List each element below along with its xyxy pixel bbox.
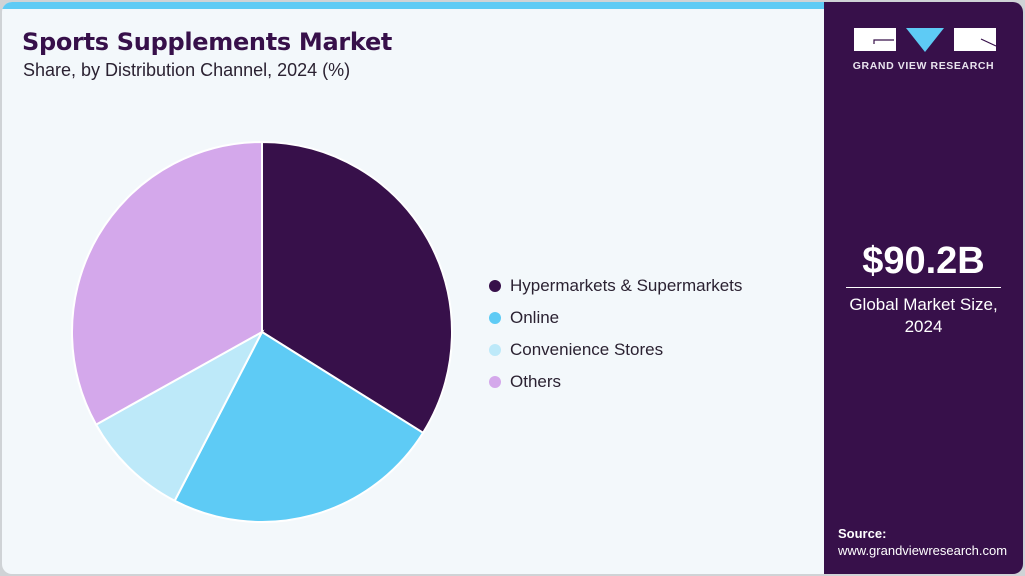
legend-dot-icon (489, 312, 501, 324)
market-size-label-line2: 2024 (904, 317, 943, 336)
legend-label: Convenience Stores (510, 340, 664, 359)
gvr-logo-icon (854, 28, 996, 52)
market-size-label: Global Market Size, 2024 (824, 294, 1023, 338)
legend-label: Hypermarkets & Supermarkets (510, 276, 743, 295)
chart-title: Sports Supplements Market (22, 28, 393, 56)
legend: Hypermarkets & Supermarkets Online Conve… (489, 270, 742, 398)
market-size-label-line1: Global Market Size, (849, 295, 998, 314)
divider (846, 287, 1001, 288)
pie-slice-others (71, 140, 263, 426)
pie-slice-online (173, 330, 425, 524)
legend-item-online: Online (489, 302, 742, 334)
chart-area: Sports Supplements Market Share, by Dist… (2, 2, 824, 574)
chart-subtitle: Share, by Distribution Channel, 2024 (%) (23, 60, 351, 80)
pie-slice-convenience-stores (94, 329, 265, 503)
legend-dot-icon (489, 376, 501, 388)
legend-item-hypermarkets: Hypermarkets & Supermarkets (489, 270, 742, 302)
source-label: Source: (838, 526, 887, 541)
legend-item-convenience-stores: Convenience Stores (489, 334, 742, 366)
legend-dot-icon (489, 280, 501, 292)
source-link[interactable]: www.grandviewresearch.com (838, 543, 1008, 558)
pie-chart (71, 140, 453, 524)
accent-bar (2, 2, 824, 9)
pie-slice-hypermarkets-supermarkets (261, 140, 453, 435)
legend-dot-icon (489, 344, 501, 356)
legend-item-others: Others (489, 366, 742, 398)
legend-label: Others (510, 372, 562, 391)
sidebar-panel: GRAND VIEW RESEARCH $90.2B Global Market… (824, 2, 1023, 574)
market-size-value: $90.2B (862, 240, 985, 282)
legend-label: Online (510, 308, 560, 327)
logo-text: GRAND VIEW RESEARCH (852, 60, 995, 72)
